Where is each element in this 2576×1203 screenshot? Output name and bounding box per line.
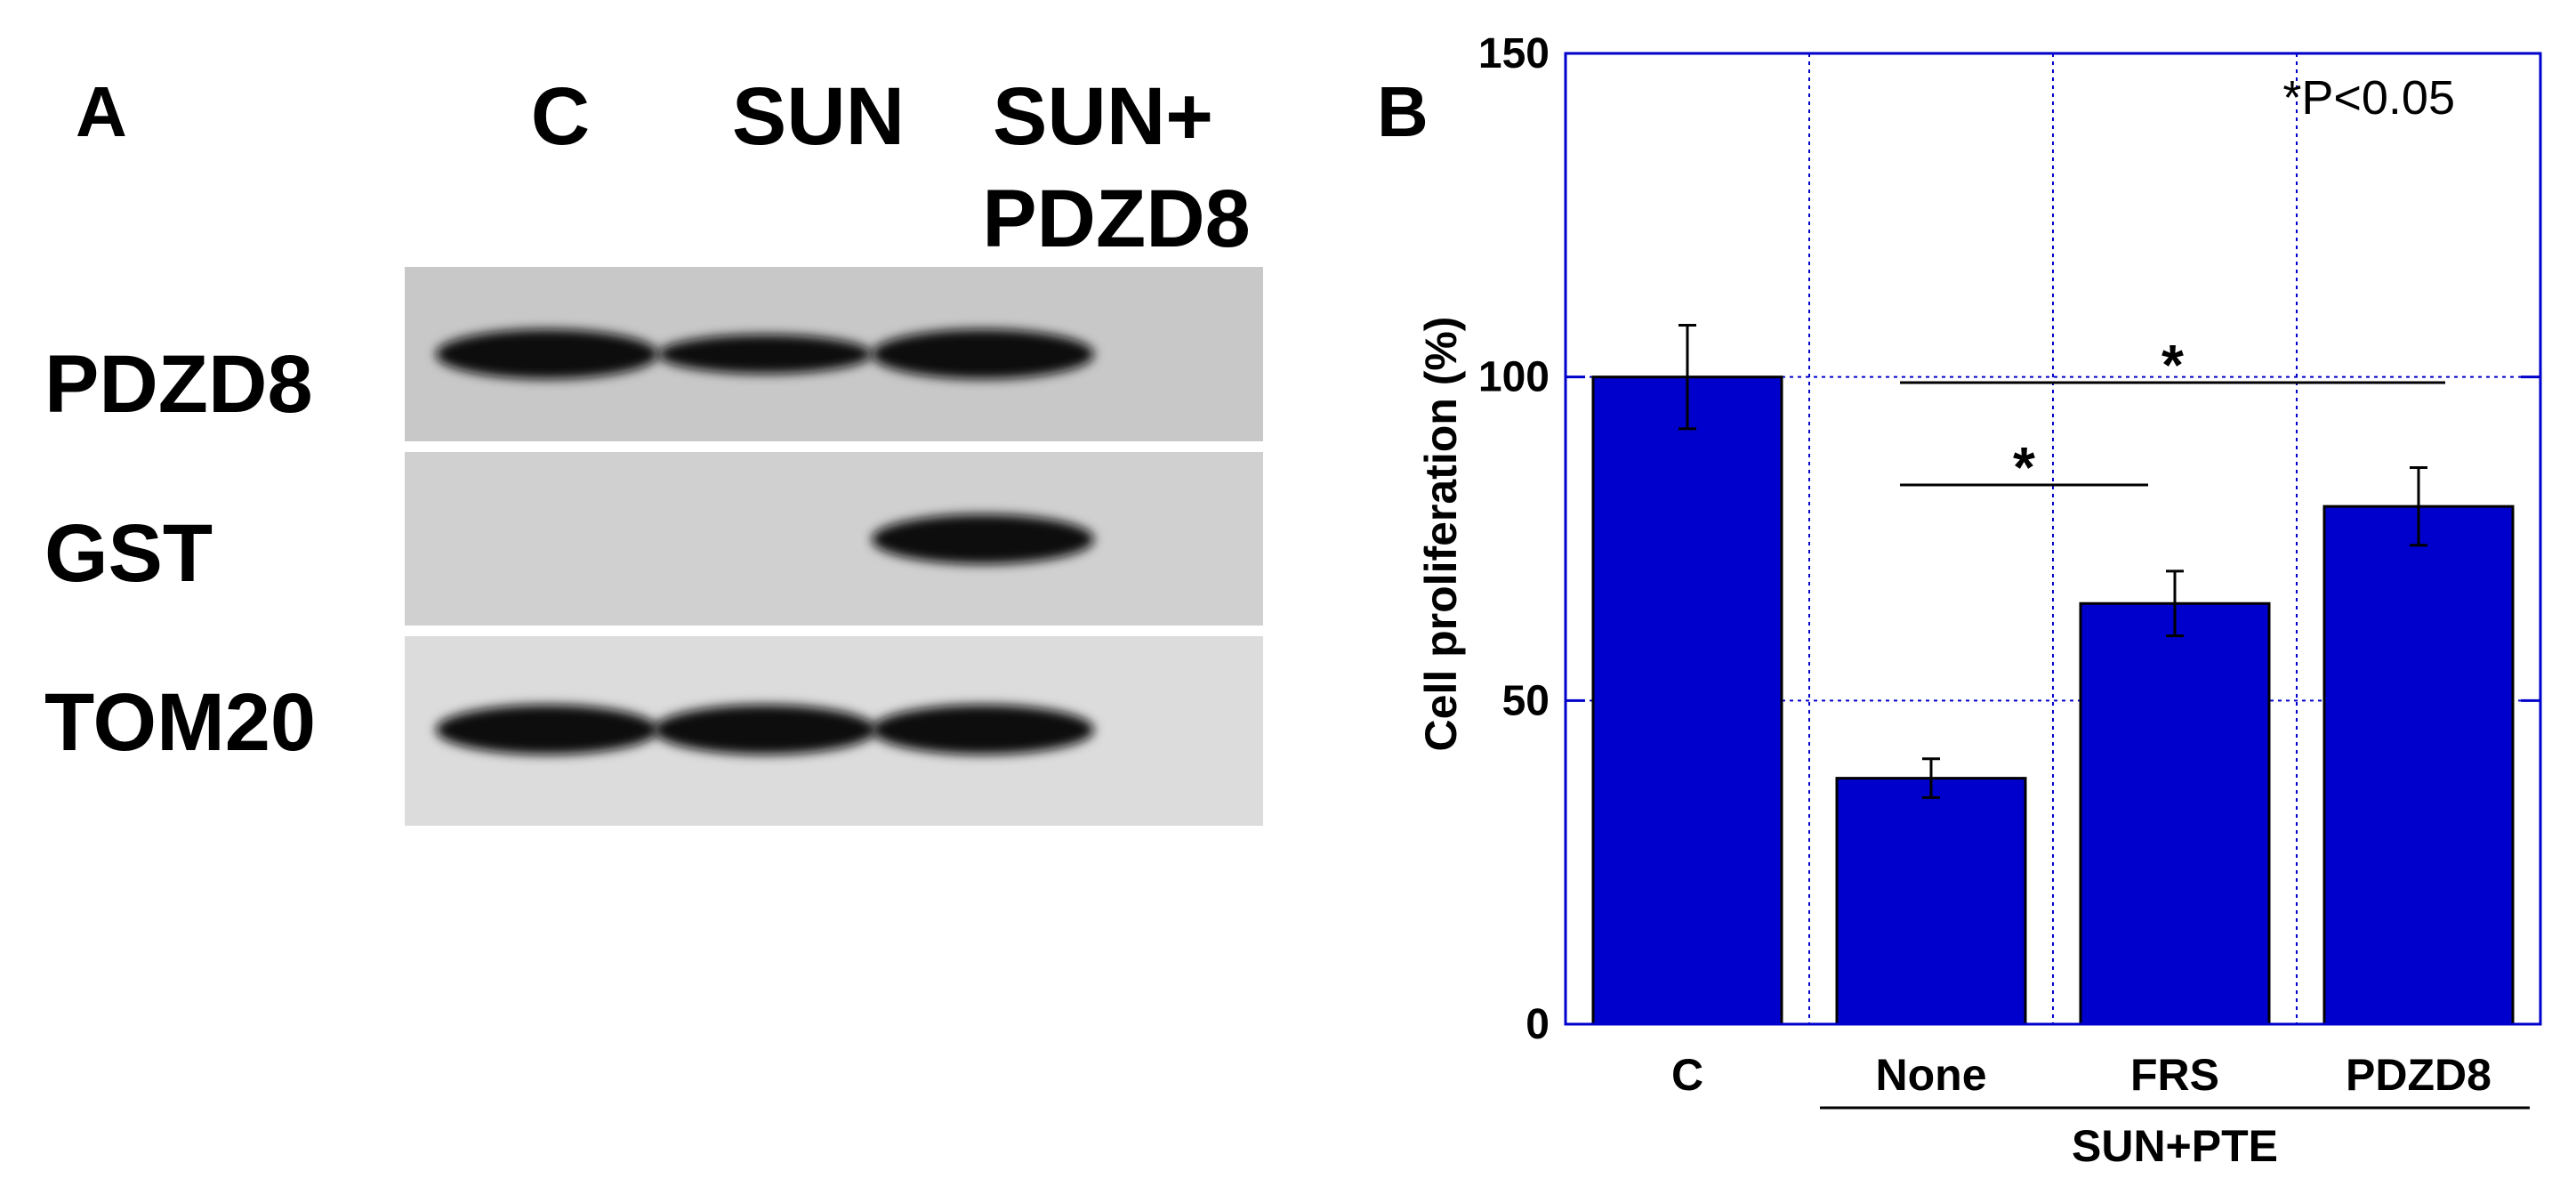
x-tick-label-c: C	[1671, 1050, 1703, 1100]
bar-c	[1591, 375, 1783, 1026]
lane-label-pdzd8-line: PDZD8	[982, 174, 1251, 264]
x-tick-label-pdzd8: PDZD8	[2346, 1050, 2491, 1100]
y-tick-label: 100	[1478, 354, 1550, 401]
bar-none	[1835, 777, 2027, 1026]
bar-chart: 0 50 100 150 C None FRS PDZD8 SUN+PTE * * Cell pro…	[1416, 30, 2542, 1171]
y-axis-label: Cell proliferation (%)	[1416, 317, 1466, 752]
significance-star: *	[2161, 333, 2184, 397]
bar-frs	[2079, 602, 2271, 1026]
row-label-pdzd8: PDZD8	[44, 339, 313, 430]
row-label-gst: GST	[44, 508, 213, 599]
y-tick-label: 150	[1478, 30, 1550, 77]
band-gst-lane-3	[872, 514, 1094, 564]
band-pdzd8-lane-2	[657, 335, 873, 374]
x-tick-label-none: None	[1876, 1050, 1987, 1100]
lane-label-sun-plus: SUN+	[993, 71, 1213, 162]
band-pdzd8-lane-1	[436, 329, 658, 379]
y-tick-label: 0	[1525, 1001, 1550, 1048]
plot-frame	[1564, 52, 2542, 1026]
y-tick-label: 50	[1502, 677, 1550, 724]
band-pdzd8-lane-3	[872, 329, 1094, 379]
bar-pdzd8	[2322, 505, 2515, 1026]
panel-a-label: A	[76, 72, 127, 151]
x-tick-label-frs: FRS	[2130, 1050, 2219, 1100]
band-tom20-lane-2	[654, 705, 876, 755]
significance-star: *	[2013, 435, 2035, 499]
significance-note: *P<0.05	[2282, 71, 2455, 125]
row-label-tom20: TOM20	[44, 677, 317, 768]
lane-label-c: C	[530, 71, 591, 162]
western-blot	[405, 267, 1263, 826]
panel-b-label: B	[1377, 72, 1429, 151]
band-tom20-lane-1	[436, 705, 658, 755]
blot-strip-gst	[405, 452, 1263, 626]
lane-label-sun: SUN	[731, 71, 906, 162]
group-label: SUN+PTE	[2072, 1121, 2278, 1171]
band-tom20-lane-3	[872, 705, 1094, 755]
